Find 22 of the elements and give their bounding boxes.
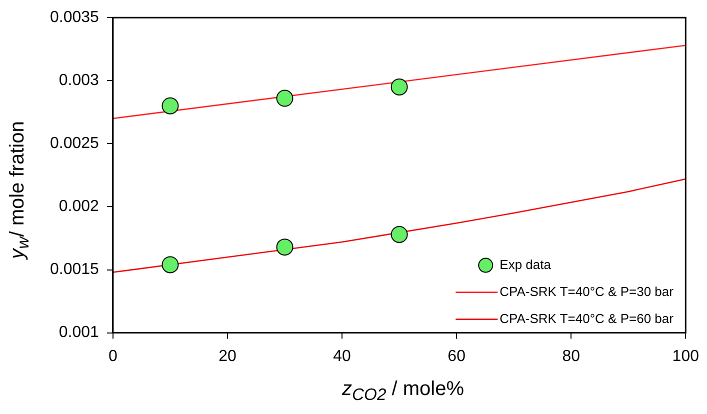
point bbox=[162, 256, 179, 274]
x-tick-label: 100 bbox=[672, 348, 700, 365]
x-tick-label: 60 bbox=[448, 348, 466, 365]
x-tick-label: 20 bbox=[218, 348, 236, 365]
y-tick-label: 0.0025 bbox=[50, 135, 100, 152]
y-tick-label: 0.002 bbox=[58, 198, 100, 216]
y-tick-label: 0.003 bbox=[58, 72, 100, 90]
point bbox=[390, 78, 408, 96]
legend-label: CPA-SRK T=40°C & P=60 bar bbox=[500, 310, 674, 326]
x-axis-title: z$_{CO2}$ / mole% bbox=[340, 378, 466, 405]
x-tick-label: 0 bbox=[108, 348, 118, 365]
legend-label: CPA-SRK T=40°C & P=30 bar bbox=[500, 284, 674, 299]
legend-label: Exp data bbox=[500, 256, 552, 272]
point bbox=[276, 90, 294, 107]
point bbox=[162, 97, 179, 114]
x-tick-label: 40 bbox=[333, 348, 352, 365]
point bbox=[390, 226, 408, 243]
y-tick-label: 0.001 bbox=[58, 324, 100, 342]
y-tick-label: 0.0015 bbox=[50, 261, 100, 278]
point bbox=[276, 238, 294, 256]
y-tick-label: 0.0035 bbox=[50, 9, 100, 26]
x-tick-label: 80 bbox=[562, 348, 580, 365]
